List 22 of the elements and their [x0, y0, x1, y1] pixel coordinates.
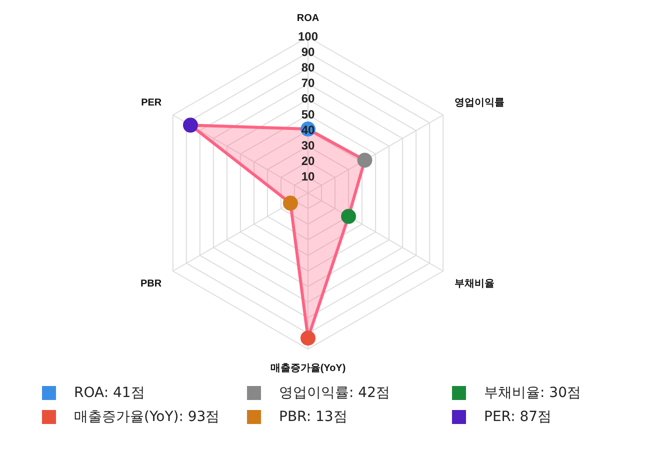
- y-tick-label: 60: [301, 92, 315, 106]
- y-tick-label: 40: [301, 122, 315, 137]
- y-tick-label: 90: [301, 44, 315, 59]
- spoke-label: 부채비율: [454, 278, 494, 290]
- spoke-label: 매출증가율(YoY): [270, 362, 346, 374]
- y-tick-label: 100: [298, 29, 318, 44]
- text: PER: 87점: [484, 408, 552, 426]
- text: 매출증가율(YoY): 93점: [74, 408, 220, 426]
- text: 영업이익률: 42점: [279, 384, 390, 402]
- text: ROA: 41점: [74, 384, 145, 402]
- y-tick-label: 50: [301, 107, 315, 122]
- spoke-label: PER: [141, 97, 162, 108]
- y-tick-label: 70: [301, 76, 315, 90]
- text: 부채비율: 30점: [484, 384, 581, 402]
- spoke-label: 영업이익률: [454, 97, 504, 108]
- spoke-label: ROA: [296, 12, 320, 24]
- y-tick-label: 20: [301, 154, 315, 168]
- y-tick-label: 30: [301, 138, 315, 153]
- text: PBR: 13점: [279, 408, 348, 426]
- spoke-label: PBR: [140, 278, 162, 290]
- y-tick-label: 10: [301, 170, 315, 184]
- y-tick-label: 80: [301, 60, 315, 75]
